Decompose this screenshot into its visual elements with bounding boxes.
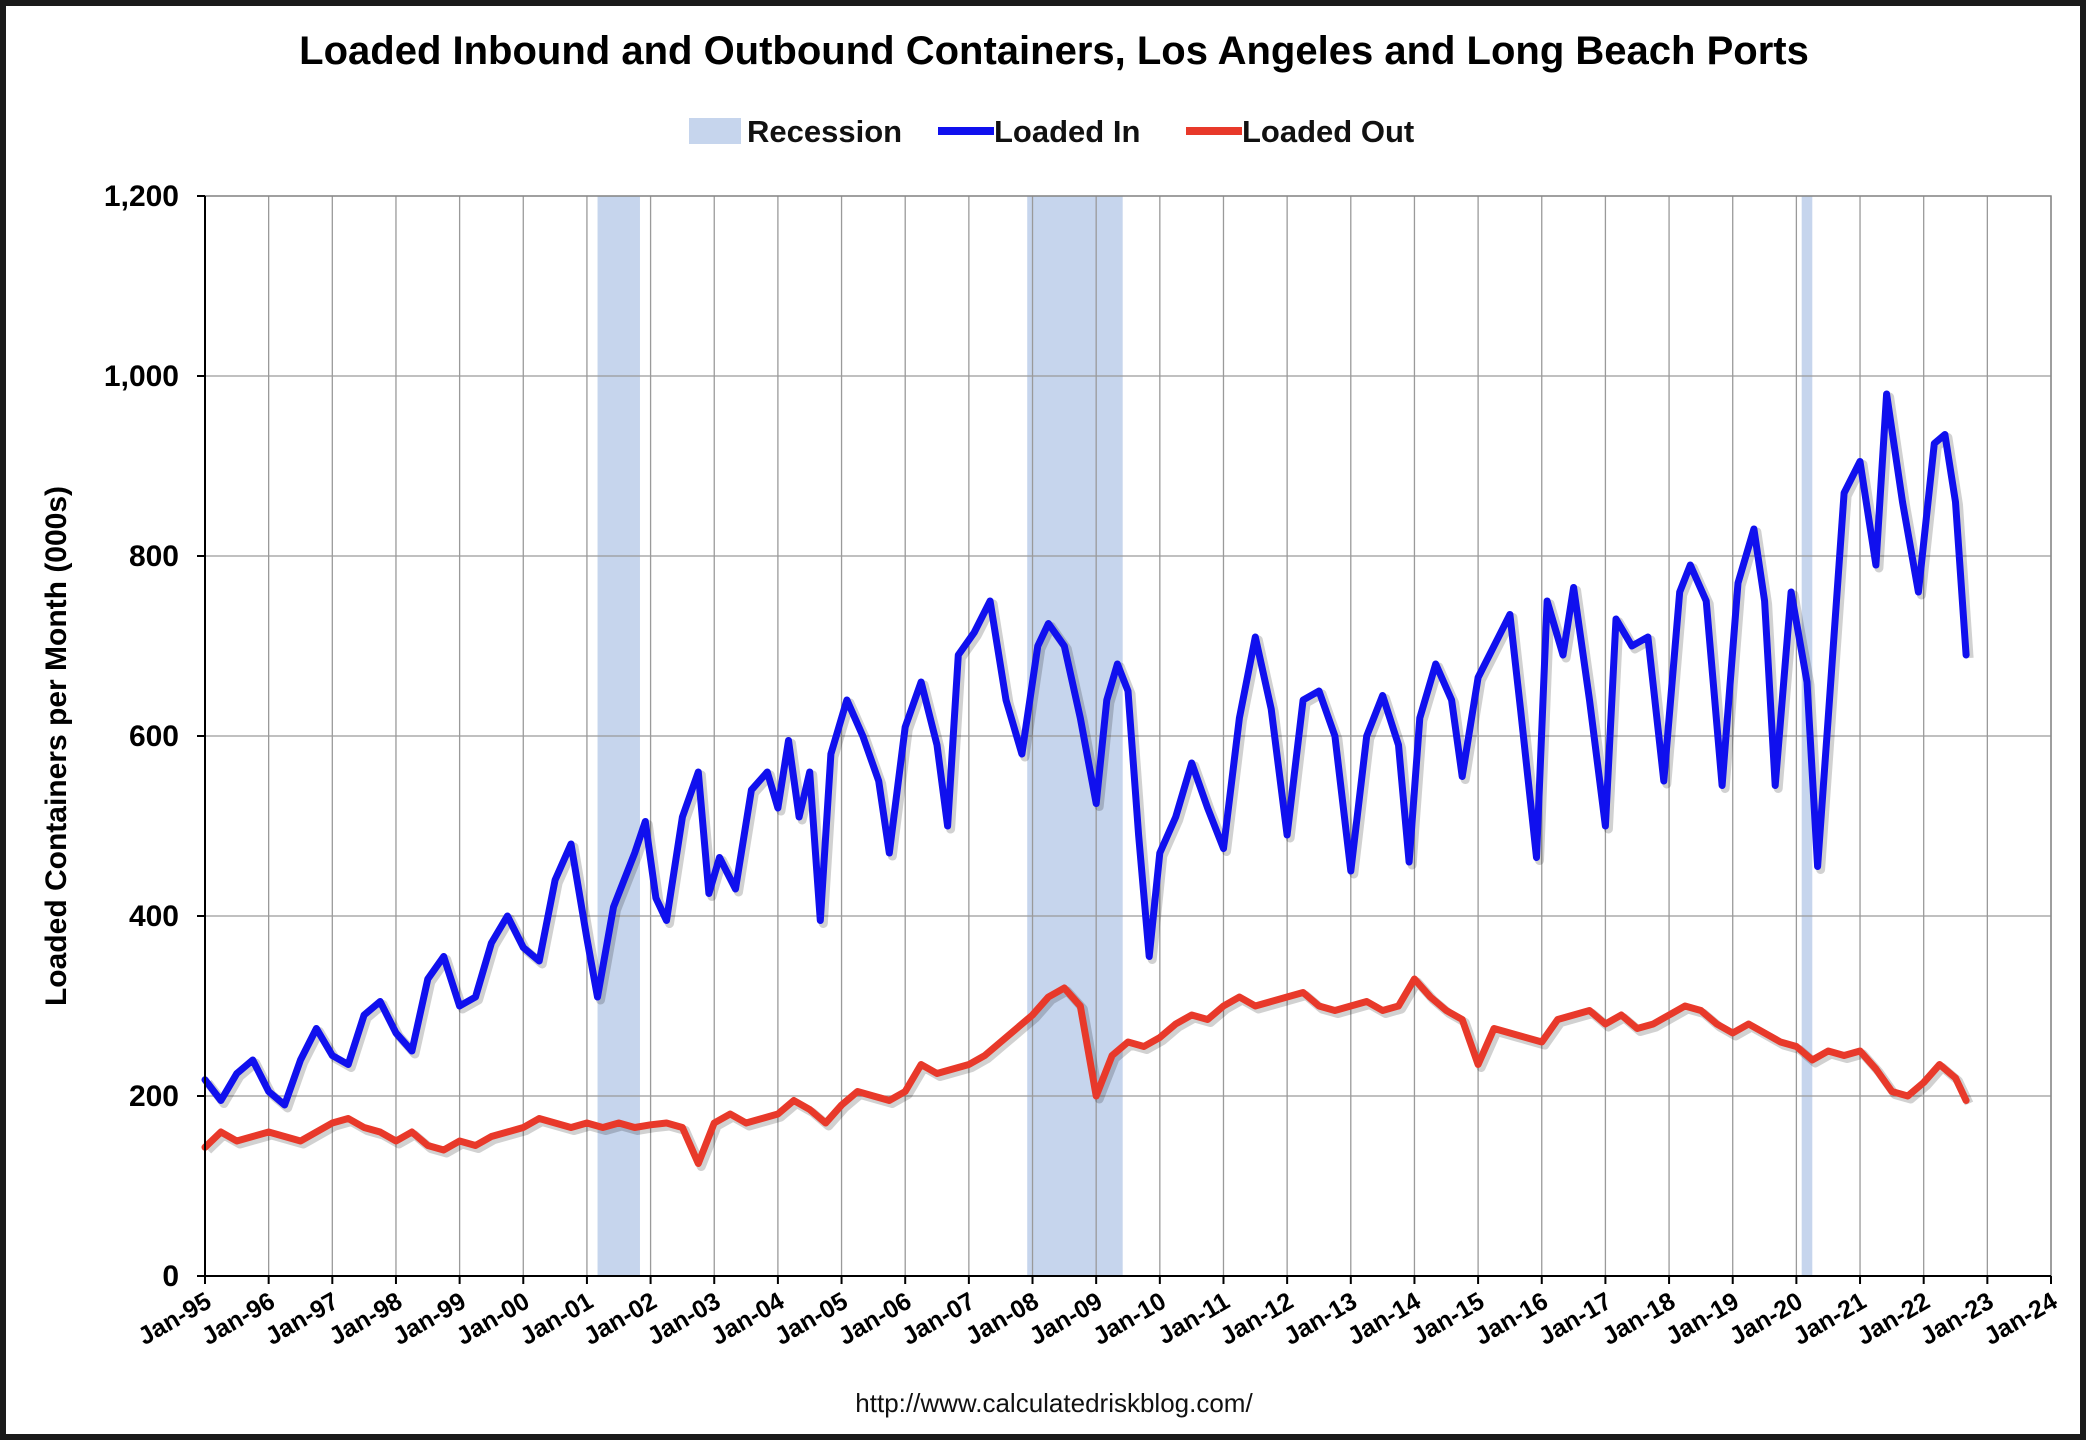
legend-label-recession: Recession [747, 114, 902, 149]
chart-frame: Loaded Inbound and Outbound Containers, … [6, 6, 2080, 1434]
legend-swatch-recession [689, 118, 741, 144]
y-tick-label-1: 200 [129, 1080, 179, 1113]
legend-label-loaded-out: Loaded Out [1242, 114, 1414, 149]
y-tick-label-6: 1,200 [104, 180, 179, 213]
series-line-loaded-in [201, 390, 1970, 1109]
legend: Recession Loaded In Loaded Out [689, 114, 1414, 149]
series-lines [201, 390, 1974, 1171]
y-tick-label-0: 0 [162, 1260, 179, 1293]
chart-svg: Loaded Inbound and Outbound Containers, … [6, 6, 2080, 1434]
chart-title: Loaded Inbound and Outbound Containers, … [299, 29, 1809, 73]
y-tick-label-3: 600 [129, 720, 179, 753]
y-tick-label-5: 1,000 [104, 360, 179, 393]
y-axis: 0 200 400 600 800 1,000 1,200 [104, 180, 206, 1293]
y-tick-label-2: 400 [129, 900, 179, 933]
source-url: http://www.calculatedriskblog.com/ [855, 1388, 1253, 1418]
y-tick-label-4: 800 [129, 540, 179, 573]
series-line-loaded-out [201, 975, 1970, 1167]
legend-label-loaded-in: Loaded In [994, 114, 1140, 149]
y-axis-label: Loaded Containers per Month (000s) [40, 486, 73, 1006]
